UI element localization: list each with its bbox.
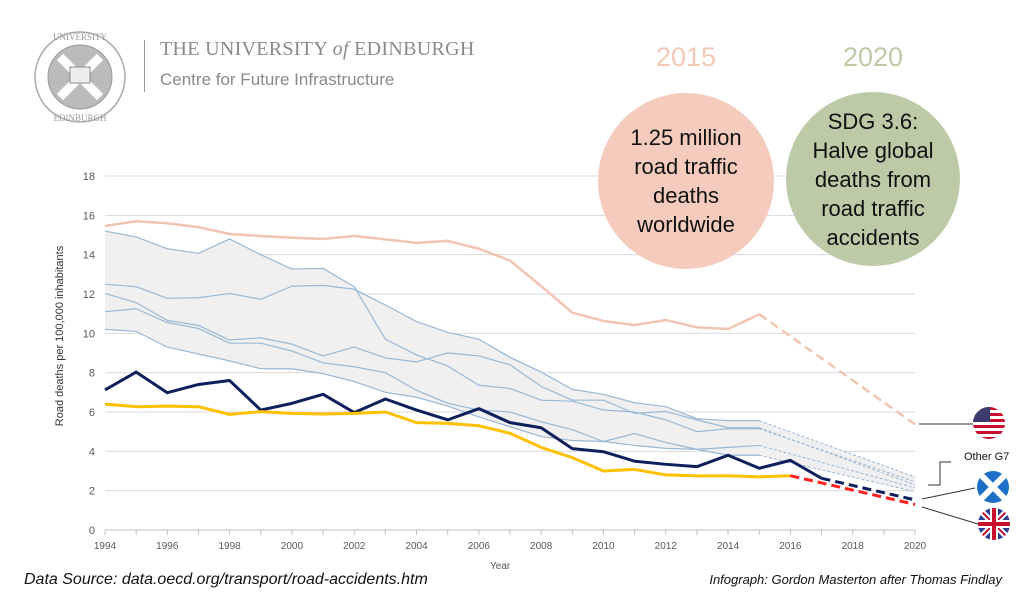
- other-g7-bracket: [928, 461, 951, 486]
- uk-connector: [921, 506, 979, 525]
- x-tick-label: 2000: [281, 541, 304, 552]
- x-tick-label: 2010: [592, 541, 615, 552]
- infograph-credit: Infograph: Gordon Masterton after Thomas…: [709, 572, 1002, 587]
- sdg-text: SDG 3.6: Halve global deaths from road t…: [812, 108, 934, 250]
- y-tick-label: 18: [83, 171, 95, 183]
- y-tick-label: 6: [89, 407, 95, 419]
- university-crest-logo: UNIVERSITY EDINBURGH: [34, 31, 126, 123]
- header-divider: [144, 40, 145, 92]
- y-tick-label: 2: [89, 486, 95, 498]
- y-tick-label: 16: [83, 210, 95, 222]
- y-tick-label: 4: [89, 446, 95, 458]
- y-tick-label: 12: [83, 289, 95, 301]
- other-g7-line-projection: [759, 427, 916, 486]
- x-tick-label: 2004: [405, 541, 428, 552]
- scotland-connector: [921, 487, 976, 500]
- y-tick-label: 14: [83, 250, 95, 262]
- other-g7-line: [104, 328, 760, 456]
- other-g7-range-band: [105, 231, 915, 492]
- us-flag-icon: [973, 407, 1005, 439]
- other-g7-line: [104, 283, 760, 422]
- scotland-flag-icon: [977, 471, 1009, 503]
- scotland-line: [104, 370, 823, 480]
- x-tick-label: 1998: [218, 541, 241, 552]
- y-axis-label: Road deaths per 100,000 inhabitants: [54, 245, 66, 427]
- x-axis-label: Year: [490, 561, 511, 572]
- x-tick-label: 2006: [468, 541, 491, 552]
- data-source: Data Source: data.oecd.org/transport/roa…: [24, 571, 428, 588]
- callout-year-2015: 2015: [655, 42, 717, 72]
- y-tick-label: 8: [89, 368, 95, 380]
- svg-text:UNIVERSITY: UNIVERSITY: [53, 32, 107, 42]
- y-tick-label: 10: [83, 328, 95, 340]
- other-g7-line-projection: [759, 420, 916, 478]
- x-tick-label: 2008: [530, 541, 553, 552]
- x-tick-label: 2016: [779, 541, 802, 552]
- x-tick-label: 2018: [842, 541, 865, 552]
- x-tick-label: 2014: [717, 541, 740, 552]
- uk-line-projection: [790, 474, 916, 506]
- other-g7-line: [104, 230, 760, 433]
- callout-year-2020: 2020: [842, 42, 904, 72]
- other-g7-label: Other G7: [964, 451, 1010, 463]
- x-tick-label: 2012: [655, 541, 678, 552]
- x-tick-label: 1994: [94, 541, 117, 552]
- worldwide-deaths-callout: 1.25 million road traffic deaths worldwi…: [598, 93, 774, 269]
- worldwide-deaths-text: 1.25 million road traffic deaths worldwi…: [630, 125, 742, 237]
- us-line: [104, 219, 760, 331]
- uk-flag-icon: [978, 508, 1010, 540]
- sdg-callout: SDG 3.6: Halve global deaths from road t…: [786, 92, 960, 266]
- other-g7-line: [104, 292, 760, 429]
- x-tick-label: 1996: [156, 541, 179, 552]
- us-line-projection: [758, 313, 916, 426]
- uk-line: [104, 402, 791, 479]
- x-tick-label: 2002: [343, 541, 366, 552]
- centre-name: Centre for Future Infrastructure: [160, 70, 395, 89]
- svg-text:EDINBURGH: EDINBURGH: [54, 113, 107, 123]
- scotland-line-projection: [821, 476, 916, 502]
- other-g7-line-projection: [759, 444, 916, 489]
- university-name: THE UNIVERSITY of EDINBURGH: [160, 38, 475, 60]
- y-tick-label: 0: [89, 525, 95, 537]
- other-g7-line: [104, 308, 760, 450]
- x-tick-label: 2020: [904, 541, 927, 552]
